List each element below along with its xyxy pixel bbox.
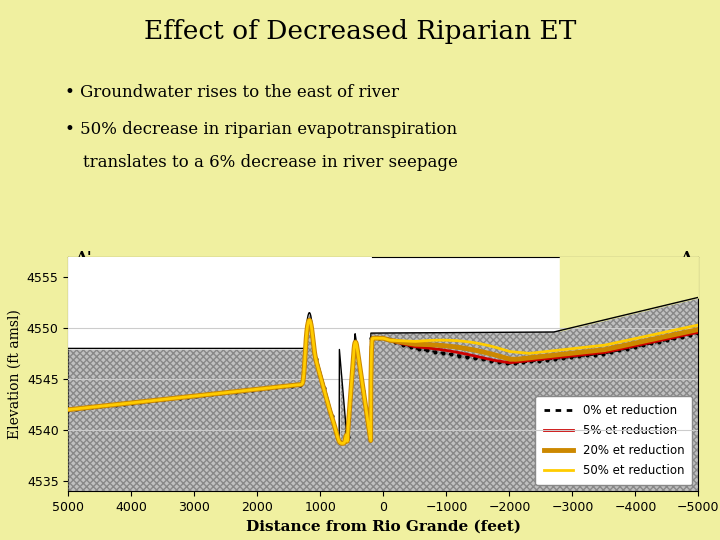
Line: 50% et reduction: 50% et reduction [68, 320, 698, 443]
0% et reduction [136, 399, 145, 405]
20% et reduction [64, 407, 73, 413]
50% et reduction [614, 339, 623, 346]
20% et reduction [338, 440, 347, 447]
20% et reduction [305, 317, 314, 323]
Text: translates to a 6% decrease in river seepage: translates to a 6% decrease in river see… [83, 154, 458, 171]
5% et reduction [305, 317, 314, 323]
0% et reduction [694, 330, 703, 336]
X-axis label: Distance from Rio Grande (feet): Distance from Rio Grande (feet) [246, 519, 521, 534]
20% et reduction [333, 434, 342, 440]
50% et reduction [694, 322, 703, 328]
5% et reduction [64, 407, 73, 413]
50% et reduction [333, 434, 342, 440]
Line: 5% et reduction: 5% et reduction [68, 320, 698, 443]
0% et reduction [333, 434, 342, 440]
5% et reduction [306, 318, 315, 325]
5% et reduction [614, 346, 623, 353]
50% et reduction [306, 318, 315, 325]
Y-axis label: Elevation (ft amsl): Elevation (ft amsl) [7, 309, 22, 439]
50% et reduction [305, 317, 314, 323]
Text: A': A' [75, 251, 91, 265]
Text: • Groundwater rises to the east of river: • Groundwater rises to the east of river [65, 84, 399, 100]
0% et reduction [682, 333, 690, 339]
0% et reduction [64, 407, 73, 413]
50% et reduction [682, 324, 690, 330]
0% et reduction [305, 316, 314, 323]
5% et reduction [136, 399, 145, 405]
20% et reduction [136, 399, 145, 405]
20% et reduction [614, 343, 623, 350]
50% et reduction [64, 407, 73, 413]
Line: 0% et reduction: 0% et reduction [68, 320, 698, 443]
20% et reduction [174, 395, 182, 401]
50% et reduction [174, 395, 182, 401]
20% et reduction [306, 318, 315, 325]
5% et reduction [333, 434, 342, 440]
50% et reduction [136, 399, 145, 405]
50% et reduction [338, 440, 347, 447]
0% et reduction [306, 318, 315, 324]
5% et reduction [682, 332, 690, 338]
0% et reduction [614, 347, 623, 354]
Line: 20% et reduction: 20% et reduction [68, 320, 698, 443]
5% et reduction [338, 440, 347, 447]
5% et reduction [694, 329, 703, 335]
5% et reduction [174, 395, 182, 401]
20% et reduction [682, 329, 690, 335]
0% et reduction [338, 440, 347, 447]
0% et reduction [174, 395, 182, 401]
Text: A: A [680, 251, 692, 265]
20% et reduction [694, 326, 703, 333]
Text: • 50% decrease in riparian evapotranspiration: • 50% decrease in riparian evapotranspir… [65, 122, 457, 138]
Text: Effect of Decreased Riparian ET: Effect of Decreased Riparian ET [144, 19, 576, 44]
Legend: 0% et reduction, 5% et reduction, 20% et reduction, 50% et reduction: 0% et reduction, 5% et reduction, 20% et… [536, 396, 693, 485]
